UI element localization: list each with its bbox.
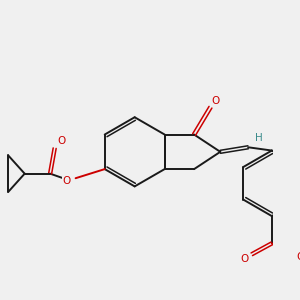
Text: H: H (255, 133, 263, 143)
Text: O: O (57, 136, 65, 146)
Text: O: O (212, 96, 220, 106)
Text: O: O (62, 176, 70, 186)
Text: O: O (297, 252, 300, 262)
Text: O: O (240, 254, 249, 264)
